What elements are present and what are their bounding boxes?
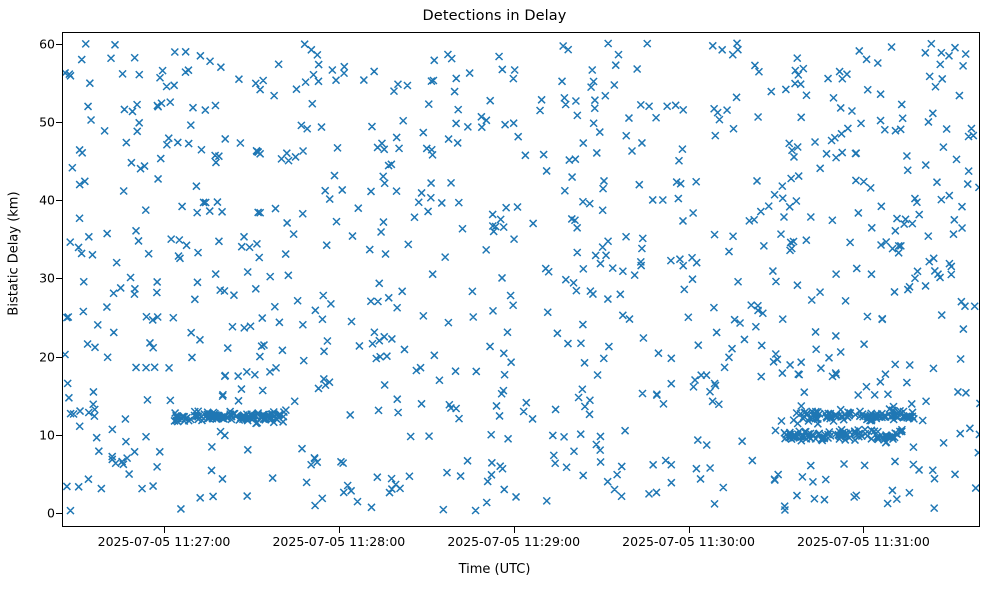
y-tickmark (55, 434, 62, 436)
y-tick-label: 30 (39, 270, 55, 286)
y-tick-label: 50 (39, 114, 55, 130)
scatter-markers (63, 39, 979, 515)
x-tick-label: 2025-07-05 11:27:00 (97, 534, 231, 549)
y-tickmark (55, 512, 62, 514)
y-tick-label: 40 (39, 192, 55, 208)
x-tickmark (338, 526, 340, 533)
y-tickmark (55, 278, 62, 280)
y-tick-label: 20 (39, 349, 55, 365)
y-tickmark (55, 43, 62, 45)
y-tickmark (55, 356, 62, 358)
plot-area[interactable] (62, 32, 980, 527)
x-axis-label: Time (UTC) (458, 562, 531, 577)
x-tickmark (164, 526, 166, 533)
x-tick-label: 2025-07-05 11:30:00 (622, 534, 755, 549)
x-axis-tick-labels: 2025-07-05 11:27:00 2025-07-05 11:28:00 20… (0, 534, 989, 556)
x-tick-label: 2025-07-05 11:29:00 (447, 534, 581, 549)
page-title: Detections in Delay (422, 8, 567, 24)
x-tickmark (513, 526, 515, 533)
y-tickmark (55, 121, 62, 123)
y-tick-label: 10 (39, 427, 55, 443)
x-tick-label: 2025-07-05 11:31:00 (797, 534, 930, 549)
x-tickmark (688, 526, 690, 533)
y-tickmark (55, 200, 62, 202)
y-axis-label: Bistatic Delay (km) (6, 191, 22, 316)
x-tickmark (863, 526, 865, 533)
y-tick-label: 0 (47, 505, 55, 521)
x-tick-label: 2025-07-05 11:28:00 (272, 534, 406, 549)
y-tick-label: 60 (39, 36, 55, 52)
scatter-series-detections (63, 39, 979, 515)
y-axis-tick-labels: 0 10 20 30 40 50 60 (5, 0, 55, 590)
